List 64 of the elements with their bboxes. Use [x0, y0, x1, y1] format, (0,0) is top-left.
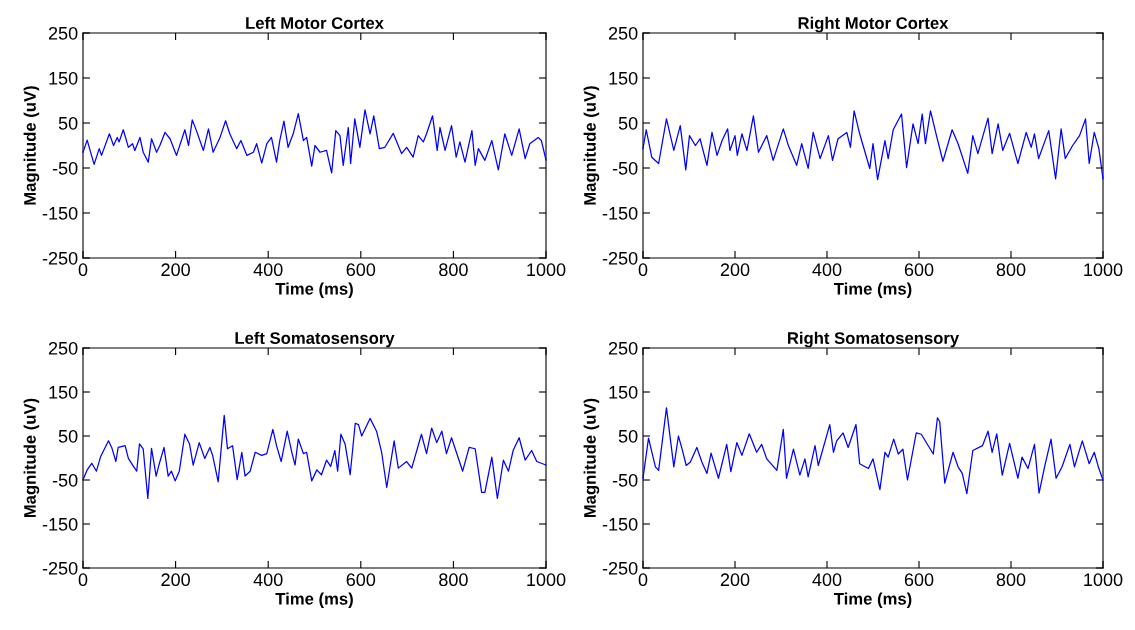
y-tick-label: -50 — [52, 161, 78, 175]
chart-title: Right Somatosensory — [787, 331, 960, 348]
y-tick-label: 250 — [608, 341, 638, 355]
line-series — [642, 110, 1104, 181]
y-tick-label: 150 — [609, 71, 638, 85]
x-tick-label: 1000 — [1084, 573, 1123, 587]
y-tick-label: 50 — [58, 116, 78, 130]
y-axis-title: Magnitude (uV) — [583, 398, 600, 518]
line-series — [82, 109, 547, 174]
y-tick-label: -250 — [602, 251, 638, 265]
x-tick-label: 400 — [253, 263, 283, 277]
y-tick-label: -50 — [52, 473, 78, 487]
y-tick-label: 50 — [618, 116, 638, 130]
y-tick-label: -50 — [612, 161, 638, 175]
y-tick-label: 250 — [608, 26, 638, 40]
x-tick-label: 200 — [720, 573, 750, 587]
y-tick-label: 150 — [49, 385, 78, 399]
y-tick-label: -150 — [42, 517, 78, 531]
x-tick-label: 600 — [904, 263, 934, 277]
y-tick-label: -250 — [42, 561, 78, 575]
line-series — [82, 414, 547, 500]
x-tick-label: 600 — [904, 573, 934, 587]
x-tick-label: 200 — [161, 263, 190, 277]
y-tick-label: -250 — [42, 251, 78, 265]
y-tick-label: 250 — [48, 26, 78, 40]
y-tick-label: -250 — [602, 561, 638, 575]
x-tick-label: 1000 — [527, 573, 566, 587]
y-tick-label: 250 — [48, 341, 78, 355]
y-axis-title: Magnitude (uV) — [583, 86, 600, 205]
y-tick-label: -150 — [602, 206, 638, 220]
y-tick-label: 150 — [49, 71, 78, 85]
x-tick-label: 400 — [812, 263, 842, 277]
x-tick-label: 400 — [253, 573, 283, 587]
x-tick-label: 1000 — [1084, 263, 1123, 277]
x-tick-label: 800 — [439, 573, 468, 587]
x-tick-label: 400 — [812, 573, 842, 587]
y-tick-label: -150 — [602, 517, 638, 531]
x-tick-label: 0 — [78, 573, 88, 587]
x-tick-label: 600 — [346, 573, 376, 587]
x-tick-label: 800 — [996, 263, 1026, 277]
x-tick-label: 1000 — [527, 263, 566, 277]
x-tick-label: 600 — [346, 263, 376, 277]
x-axis-title: Time (ms) — [275, 282, 353, 299]
x-tick-label: 0 — [638, 263, 648, 277]
x-tick-label: 200 — [720, 263, 750, 277]
y-tick-label: 50 — [58, 429, 78, 443]
y-tick-label: -150 — [42, 206, 78, 220]
x-tick-label: 800 — [996, 573, 1026, 587]
x-axis-title: Time (ms) — [833, 282, 912, 299]
chart-title: Left Somatosensory — [235, 331, 395, 348]
x-axis-title: Time (ms) — [833, 592, 912, 609]
x-tick-label: 0 — [78, 263, 88, 277]
y-axis-title: Magnitude (uV) — [23, 398, 40, 518]
y-tick-label: 150 — [609, 385, 638, 399]
x-tick-label: 0 — [638, 573, 648, 587]
line-series — [642, 407, 1104, 495]
x-axis-title: Time (ms) — [275, 592, 353, 609]
chart-title: Left Motor Cortex — [246, 16, 384, 29]
x-tick-label: 200 — [161, 573, 190, 587]
x-tick-label: 800 — [439, 263, 468, 277]
y-axis-title: Magnitude (uV) — [23, 86, 40, 205]
chart-title: Right Motor Cortex — [798, 16, 949, 33]
y-tick-label: -50 — [612, 473, 638, 487]
y-tick-label: 50 — [618, 429, 638, 443]
